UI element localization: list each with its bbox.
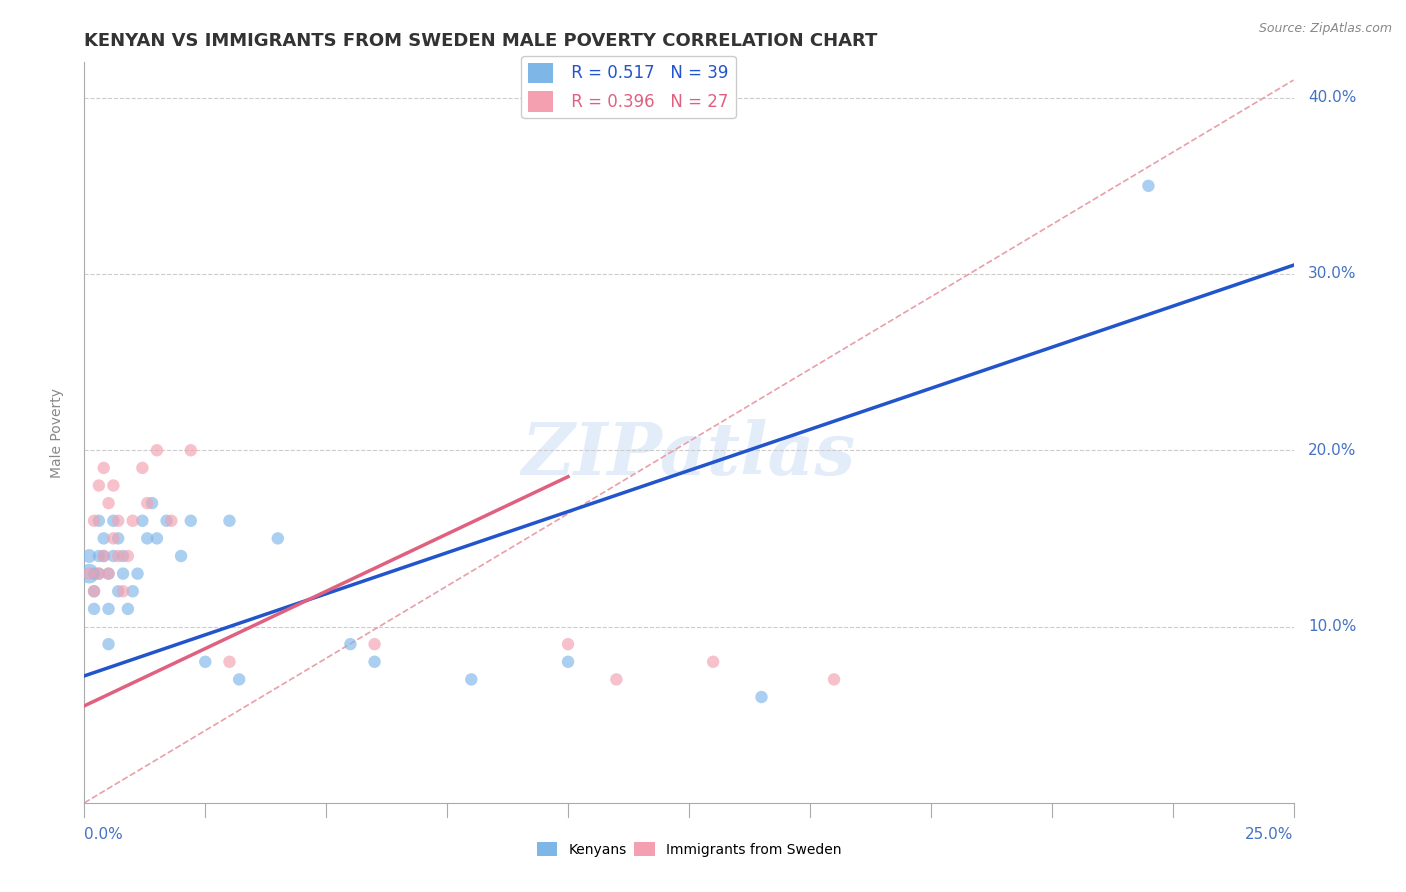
Point (460, 673, 482, 687)
Point (87, 478, 110, 492)
Point (87, 549, 110, 563)
Point (87, 566, 110, 581)
Point (155, 514, 177, 528)
Text: 20.0%: 20.0% (1308, 442, 1357, 458)
Text: 0.0%: 0.0% (84, 827, 124, 842)
Point (107, 514, 129, 528)
Point (112, 584, 135, 599)
Point (121, 514, 143, 528)
Point (107, 532, 129, 546)
Point (83, 584, 105, 599)
Point (146, 532, 169, 546)
Point (702, 655, 724, 669)
Point (339, 637, 361, 651)
Text: ZIPatlas: ZIPatlas (522, 419, 856, 491)
Point (141, 496, 163, 510)
Point (131, 461, 153, 475)
Point (97, 566, 120, 581)
Point (112, 566, 135, 581)
Point (170, 549, 193, 563)
Point (97, 496, 120, 510)
Point (77, 566, 100, 581)
Point (93, 549, 115, 563)
Point (823, 673, 845, 687)
Point (127, 566, 149, 581)
Point (180, 443, 202, 458)
Point (103, 532, 125, 546)
Point (146, 443, 169, 458)
Point (194, 655, 217, 669)
Point (87, 566, 110, 581)
Y-axis label: Male Poverty: Male Poverty (49, 388, 63, 477)
Point (83, 602, 105, 616)
Point (83, 514, 105, 528)
Point (267, 532, 290, 546)
Point (83, 584, 105, 599)
Text: 10.0%: 10.0% (1308, 619, 1357, 634)
Point (107, 584, 129, 599)
Point (1137, 178, 1160, 193)
Point (103, 478, 125, 492)
Point (93, 532, 115, 546)
Text: 40.0%: 40.0% (1308, 90, 1357, 105)
Point (117, 602, 139, 616)
Point (218, 655, 240, 669)
Text: 25.0%: 25.0% (1246, 827, 1294, 842)
Point (180, 514, 202, 528)
Point (136, 496, 159, 510)
Point (117, 549, 139, 563)
Point (218, 514, 240, 528)
Point (97, 602, 120, 616)
Point (103, 549, 125, 563)
Point (77, 549, 100, 563)
Point (103, 514, 125, 528)
Point (83, 566, 105, 581)
Point (136, 532, 159, 546)
Point (605, 673, 627, 687)
Point (751, 690, 773, 704)
Text: KENYAN VS IMMIGRANTS FROM SWEDEN MALE POVERTY CORRELATION CHART: KENYAN VS IMMIGRANTS FROM SWEDEN MALE PO… (84, 32, 877, 50)
Point (121, 584, 143, 599)
Legend: Kenyans, Immigrants from Sweden: Kenyans, Immigrants from Sweden (531, 837, 846, 863)
Point (160, 514, 183, 528)
Text: 30.0%: 30.0% (1308, 267, 1357, 282)
Point (557, 655, 579, 669)
Point (363, 655, 385, 669)
Point (557, 637, 579, 651)
Point (77, 566, 100, 581)
Point (363, 637, 385, 651)
Point (97, 637, 120, 651)
Point (93, 549, 115, 563)
Point (131, 514, 153, 528)
Text: Source: ZipAtlas.com: Source: ZipAtlas.com (1258, 22, 1392, 36)
Point (107, 549, 129, 563)
Point (228, 673, 250, 687)
Point (97, 566, 120, 581)
Point (87, 514, 110, 528)
Point (112, 549, 135, 563)
Point (93, 461, 115, 475)
